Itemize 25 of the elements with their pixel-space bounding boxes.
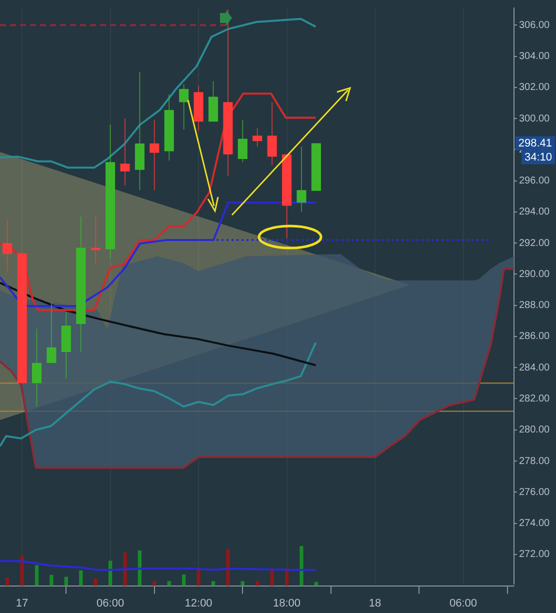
y-tick-label: 294.00 [519, 206, 550, 218]
x-tick-label: 18:00 [273, 597, 301, 610]
x-tick-label: 06:00 [96, 597, 124, 610]
y-tick-label: 282.00 [519, 393, 550, 404]
y-tick-label: 290.00 [519, 268, 550, 280]
x-tick-label: 18 [368, 597, 382, 610]
text: 34:10 [524, 151, 552, 164]
y-tick-label: 302.00 [519, 82, 550, 94]
y-tick-label: 306.00 [519, 20, 550, 31]
y-tick-label: 272.00 [519, 549, 550, 560]
y-tick-label: 284.00 [519, 362, 550, 374]
y-tick-label: 276.00 [519, 486, 550, 498]
y-tick-label: 278.00 [519, 456, 550, 467]
y-tick-label: 286.00 [519, 331, 550, 342]
y-tick-label: 296.00 [519, 176, 550, 187]
x-tick-label: 17 [16, 597, 28, 610]
x-tick-label: 12:00 [184, 597, 212, 610]
y-tick-label: 274.00 [519, 518, 550, 530]
y-tick-label: 288.00 [519, 300, 550, 312]
y-tick-label: 280.00 [519, 424, 550, 436]
y-tick-label: 300.00 [519, 113, 550, 124]
text: 298.41 [518, 137, 552, 150]
x-tick-label: 06:00 [449, 597, 478, 610]
y-tick-label: 292.00 [519, 238, 550, 249]
y-tick-label: 304.00 [519, 51, 550, 62]
